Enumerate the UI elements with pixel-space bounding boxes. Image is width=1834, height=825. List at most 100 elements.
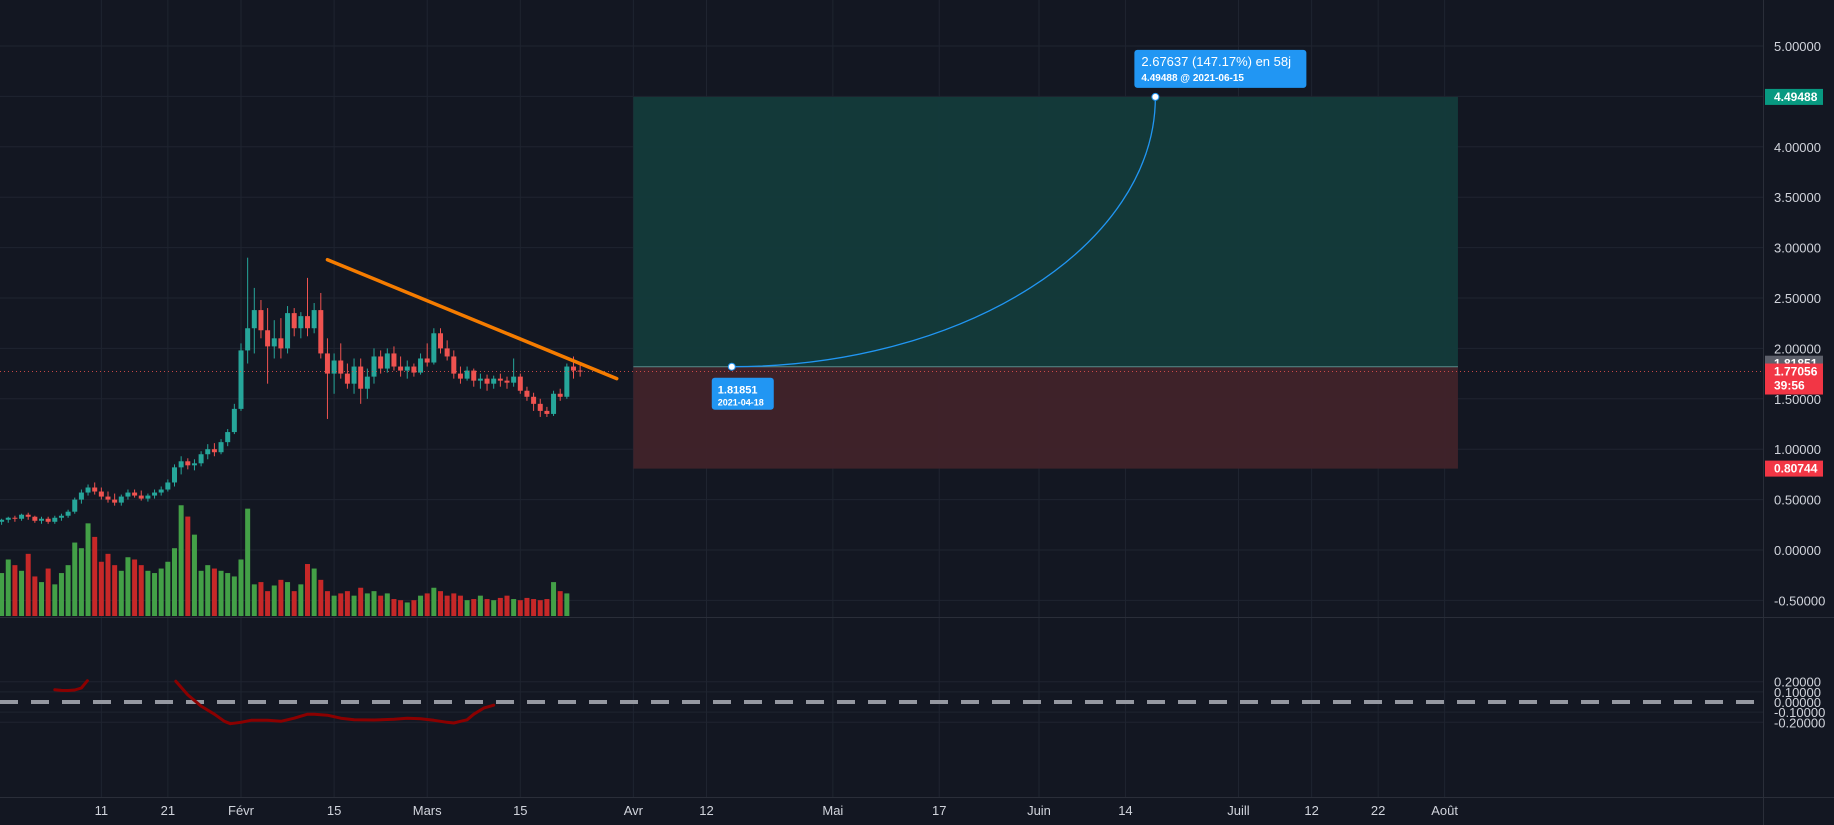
- time-tick-label: 21: [161, 803, 175, 818]
- volume-bar: [411, 600, 417, 616]
- volume-bar: [191, 534, 197, 616]
- volume-bar: [205, 565, 211, 616]
- volume-bar: [158, 568, 164, 616]
- candle-body: [39, 518, 44, 521]
- target-marker-detail: 4.49488 @ 2021-06-15: [1141, 73, 1244, 84]
- volume-bar: [391, 599, 397, 616]
- osc-tick-label: 0.10000: [1774, 685, 1821, 700]
- candle-body: [298, 316, 304, 329]
- volume-bar: [311, 568, 317, 616]
- candle-body: [265, 330, 271, 347]
- candle-body: [557, 393, 563, 397]
- candle-body: [72, 499, 78, 512]
- volume-bar: [231, 576, 237, 616]
- candle-body: [92, 487, 98, 492]
- candle-body: [32, 516, 38, 521]
- candle-body: [118, 496, 124, 503]
- volume-bar: [464, 600, 470, 616]
- volume-bar: [72, 542, 78, 616]
- volume-bar: [557, 591, 563, 616]
- target-price-badge-text: 4.49488: [1774, 90, 1818, 104]
- volume-bar: [524, 597, 530, 616]
- candle-body: [172, 467, 177, 483]
- candle-body: [211, 449, 217, 453]
- current-price-badge-text: 1.77056: [1774, 365, 1818, 379]
- volume-bar: [165, 561, 171, 616]
- overlays: [0, 92, 1763, 381]
- candle-body: [431, 333, 437, 363]
- volume-bar: [258, 582, 264, 616]
- volume-bar: [537, 600, 543, 616]
- price-tick-label: 1.50000: [1774, 392, 1821, 407]
- volume-bar: [431, 587, 437, 616]
- candle-body: [291, 313, 297, 329]
- volume-bar: [105, 553, 111, 616]
- candle-body: [464, 370, 470, 379]
- price-tick-label: 1.00000: [1774, 442, 1821, 457]
- volume-bar: [45, 568, 51, 616]
- volume-bar: [477, 595, 483, 616]
- candle-body: [258, 310, 264, 331]
- candle-body: [198, 454, 204, 464]
- volume-bar: [39, 582, 44, 616]
- volume-bar: [145, 570, 151, 616]
- target-marker-label: 2.67637 (147.17%) en 58j 4.49488 @ 2021-0…: [1134, 49, 1307, 88]
- time-tick-label: 12: [699, 803, 713, 818]
- candle-body: [378, 356, 384, 369]
- time-tick-label: Mai: [822, 803, 843, 818]
- candle-body: [484, 378, 490, 384]
- candle-body: [105, 496, 111, 500]
- osc-tick-label: -0.20000: [1774, 715, 1825, 730]
- candle-body: [564, 366, 570, 397]
- volume-bar: [118, 570, 124, 616]
- volume-bar: [351, 595, 357, 616]
- oscillator-line: [53, 679, 89, 692]
- candle-body: [78, 492, 84, 500]
- volume-bar: [517, 600, 523, 616]
- candle-body: [245, 328, 251, 351]
- volume-bar: [12, 565, 18, 616]
- candle-body: [311, 310, 317, 329]
- candle-body: [251, 310, 257, 329]
- candle-body: [338, 360, 344, 374]
- volume-bar: [318, 579, 324, 616]
- candle-body: [178, 461, 184, 468]
- start-marker-value: 1.81851: [718, 385, 758, 397]
- current-price-badge-text: 39:56: [1774, 379, 1805, 393]
- volume-bar: [285, 582, 291, 616]
- projection-curve: [731, 96, 1157, 368]
- candle-body: [205, 449, 211, 455]
- volume-bar: [364, 593, 370, 616]
- volume-bar: [511, 599, 517, 616]
- candle-body: [65, 511, 71, 516]
- candle-body: [85, 487, 91, 493]
- time-tick-label: 15: [327, 803, 341, 818]
- time-tick-label: Févr: [228, 803, 255, 818]
- volume-bar: [497, 597, 503, 616]
- candle-body: [384, 353, 390, 369]
- candle-body: [331, 360, 337, 374]
- time-tick-label: Juin: [1027, 803, 1051, 818]
- price-tick-label: 0.00000: [1774, 543, 1821, 558]
- target-price-badge: 4.49488: [1765, 88, 1823, 105]
- volume-bar: [92, 536, 98, 616]
- volume-bar: [218, 570, 224, 616]
- volume-bar: [404, 602, 410, 616]
- candle-body: [438, 333, 443, 349]
- volume-bar: [245, 508, 251, 616]
- stop-price-badge-text: 0.80744: [1774, 462, 1818, 476]
- candle-body: [504, 380, 510, 383]
- volume-bar: [19, 570, 25, 616]
- candle-body: [225, 432, 231, 443]
- candle-body: [305, 316, 310, 329]
- volume-bar: [112, 565, 118, 616]
- candle-body: [324, 353, 330, 374]
- candle-body: [318, 310, 324, 354]
- price-tick-label: 2.50000: [1774, 291, 1821, 306]
- candle-body: [517, 376, 523, 391]
- candle-body: [497, 378, 503, 381]
- volume-bar: [418, 595, 424, 616]
- candle-body: [45, 518, 51, 522]
